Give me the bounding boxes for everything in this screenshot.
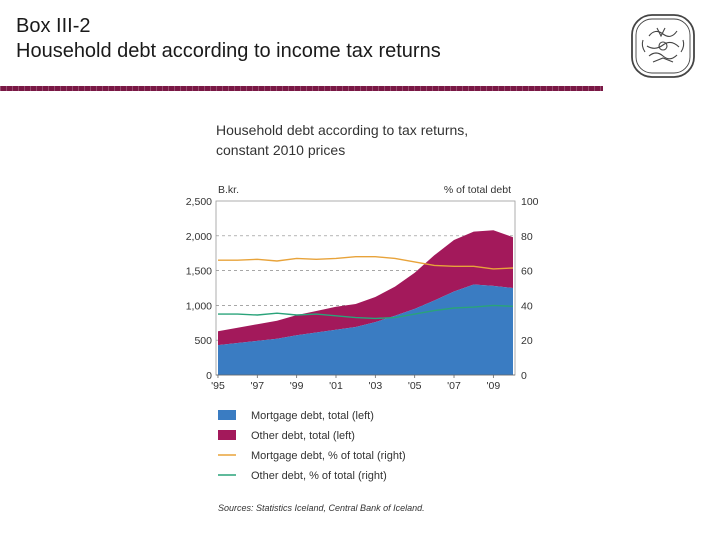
left-tick-label: 2,500	[186, 196, 212, 208]
legend-label: Mortgage debt, % of total (right)	[251, 450, 406, 462]
other-pct-line	[218, 304, 514, 320]
chart-source: Sources: Statistics Iceland, Central Ban…	[218, 503, 425, 513]
legend-label: Mortgage debt, total (left)	[251, 410, 374, 422]
slide-title: Box III-2 Household debt according to in…	[16, 14, 606, 64]
mortgage-pct-line	[218, 255, 514, 270]
left-tick-label: 2,000	[186, 231, 212, 243]
x-tick-label: '07	[447, 380, 461, 392]
left-axis-label: B.kr.	[218, 184, 239, 196]
x-tick-label: '95	[211, 380, 225, 392]
right-tick-label: 100	[521, 196, 539, 208]
right-tick-label: 0	[521, 370, 527, 382]
right-tick-label: 40	[521, 300, 533, 312]
legend-label: Other debt, % of total (right)	[251, 470, 387, 482]
mortgage-debt-area	[218, 284, 513, 375]
right-tick-label: 60	[521, 266, 533, 278]
other-debt-area	[218, 230, 513, 346]
left-tick-label: 500	[194, 335, 212, 347]
title-divider	[0, 86, 603, 91]
legend-swatch	[218, 410, 236, 420]
area-series	[218, 230, 513, 375]
line-series	[218, 255, 514, 320]
x-tick-label: '99	[290, 380, 304, 392]
household-debt-chart: Household debt according to tax returns,…	[186, 122, 539, 513]
left-tick-label: 0	[206, 370, 212, 382]
legend-swatch	[218, 430, 236, 440]
x-tick-label: '01	[329, 380, 343, 392]
slide-title-line2: Household debt according to income tax r…	[16, 40, 441, 62]
legend-label: Other debt, total (left)	[251, 430, 355, 442]
right-tick-label: 20	[521, 335, 533, 347]
chart-subtitle: constant 2010 prices	[216, 142, 345, 158]
x-tick-label: '03	[368, 380, 382, 392]
axis-ticks: 0 0 500 20 1,000 40 1,500 60 2,000 80 2,500 100 '95 '…	[186, 196, 539, 392]
left-tick-label: 1,500	[186, 266, 212, 278]
slide-title-line1: Box III-2	[16, 15, 91, 37]
legend: Mortgage debt, total (left) Other debt, t…	[218, 410, 406, 482]
central-bank-seal-logo	[631, 14, 695, 78]
x-tick-label: '05	[408, 380, 422, 392]
right-axis-label: % of total debt	[444, 184, 511, 196]
x-tick-label: '09	[487, 380, 501, 392]
chart-title: Household debt according to tax returns,	[216, 122, 468, 138]
right-tick-label: 80	[521, 231, 533, 243]
x-tick-label: '97	[250, 380, 264, 392]
left-tick-label: 1,000	[186, 300, 212, 312]
